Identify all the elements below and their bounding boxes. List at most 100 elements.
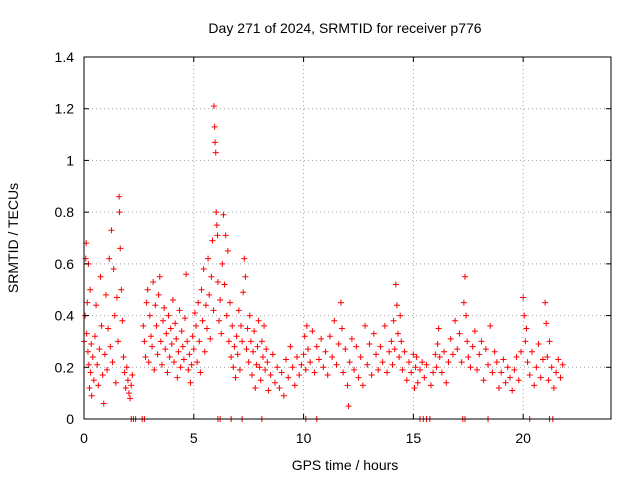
y-tick-labels: 0 0.2 0.4 0.6 0.8 1 1.2 1.4: [55, 49, 75, 427]
data-point: [503, 380, 509, 386]
data-point: [514, 354, 520, 360]
data-point: [507, 375, 513, 381]
data-point: [230, 364, 236, 370]
data-point: [536, 341, 542, 347]
data-point: [169, 341, 175, 347]
data-point: [448, 336, 454, 342]
data-point: [516, 377, 522, 383]
chart-svg: 0 5 10 15 20 00.20.40.60.811.21.4 Day 271 of…: [0, 0, 640, 480]
data-point: [520, 294, 526, 300]
data-point: [472, 328, 478, 334]
data-point: [218, 331, 224, 337]
data-point: [86, 385, 92, 391]
data-point: [302, 333, 308, 339]
data-point: [101, 400, 107, 406]
data-point: [245, 326, 251, 332]
data-point: [364, 362, 370, 368]
data-point: [200, 318, 206, 324]
data-point: [163, 331, 169, 337]
data-point: [391, 318, 397, 324]
data-point: [312, 369, 318, 375]
data-point: [522, 338, 528, 344]
data-point: [320, 364, 326, 370]
data-point: [184, 338, 190, 344]
data-point: [246, 359, 252, 365]
data-point: [215, 232, 221, 238]
data-point: [212, 139, 218, 145]
data-point: [489, 369, 495, 375]
data-point: [145, 287, 151, 293]
data-point: [329, 354, 335, 360]
data-point: [198, 287, 204, 293]
data-point: [106, 256, 112, 262]
data-point: [538, 375, 544, 381]
data-point: [195, 300, 201, 306]
data-point: [388, 338, 394, 344]
y-tick-label: 0.8: [55, 204, 75, 220]
data-point: [201, 266, 207, 272]
data-point: [242, 274, 248, 280]
data-point: [110, 359, 116, 365]
data-point: [318, 336, 324, 342]
y-tick-label: 0.2: [55, 359, 75, 375]
data-point: [93, 302, 99, 308]
data-point: [158, 338, 164, 344]
y-tick-label: 1.4: [55, 49, 75, 65]
data-point: [551, 385, 557, 391]
data-point: [89, 393, 95, 399]
data-point: [94, 362, 100, 368]
data-point: [334, 362, 340, 368]
data-point: [92, 333, 98, 339]
data-point: [296, 372, 302, 378]
data-point: [150, 279, 156, 285]
data-point: [456, 331, 462, 337]
data-point: [433, 364, 439, 370]
data-point: [279, 369, 285, 375]
data-point: [219, 261, 225, 267]
data-point: [430, 369, 436, 375]
data-point: [160, 318, 166, 324]
data-point: [366, 341, 372, 347]
data-point: [148, 333, 154, 339]
data-point: [222, 282, 228, 288]
data-point: [557, 375, 563, 381]
data-point: [118, 287, 124, 293]
data-point: [521, 313, 527, 319]
data-point: [263, 346, 269, 352]
data-point: [264, 359, 270, 365]
data-point: [303, 367, 309, 373]
data-point: [220, 212, 226, 218]
data-point: [509, 388, 515, 394]
data-point: [164, 369, 170, 375]
data-point: [95, 382, 101, 388]
data-point: [96, 346, 102, 352]
data-point: [441, 349, 447, 355]
data-point: [529, 349, 535, 355]
x-tick-label: 15: [406, 430, 422, 446]
data-point: [238, 323, 244, 329]
data-point: [167, 354, 173, 360]
data-point: [224, 313, 230, 319]
data-point: [505, 364, 511, 370]
data-point: [124, 364, 130, 370]
data-point: [144, 300, 150, 306]
data-point: [340, 369, 346, 375]
data-point: [171, 359, 177, 365]
data-point: [157, 274, 163, 280]
data-point: [175, 349, 181, 355]
data-point: [173, 336, 179, 342]
data-point: [117, 209, 123, 215]
data-point: [194, 359, 200, 365]
x-tick-label: 10: [296, 430, 312, 446]
data-point: [446, 359, 452, 365]
data-point: [226, 338, 232, 344]
data-point: [380, 359, 386, 365]
data-point: [454, 346, 460, 352]
data-point: [390, 362, 396, 368]
data-point: [203, 302, 209, 308]
data-point: [474, 367, 480, 373]
data-point: [500, 357, 506, 363]
data-point: [323, 349, 329, 355]
data-point: [187, 380, 193, 386]
data-point: [470, 344, 476, 350]
